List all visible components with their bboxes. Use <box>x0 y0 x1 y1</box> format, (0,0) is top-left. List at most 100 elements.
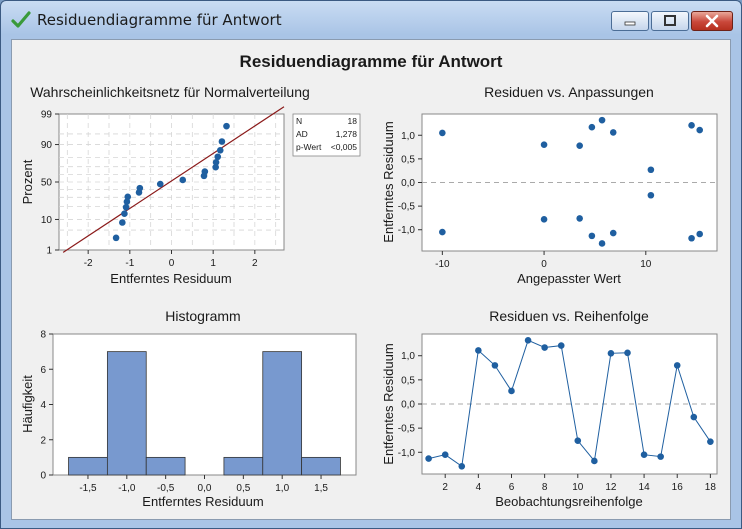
window-title: Residuendiagramme für Antwort <box>37 11 282 29</box>
x-tick-label: 0 <box>541 259 547 270</box>
x-tick-label: 0 <box>169 258 175 269</box>
y-tick-label: 0 <box>40 471 46 482</box>
order-plot-xlabel: Beobachtungsreihenfolge <box>495 494 642 509</box>
y-tick-label: 8 <box>40 330 46 341</box>
fits-plot-xlabel: Angepasster Wert <box>517 271 621 286</box>
x-tick-label: 1 <box>210 258 216 269</box>
data-point <box>707 438 714 445</box>
data-point <box>212 158 220 166</box>
maximize-icon <box>664 15 676 26</box>
normal-plot-title: Wahrscheinlichkeitsnetz für Normalvertei… <box>30 84 310 100</box>
x-tick-label: -1,0 <box>118 483 136 494</box>
data-point <box>688 234 695 242</box>
main-title: Residuendiagramme für Antwort <box>240 52 503 71</box>
y-tick-label: 10 <box>41 215 53 226</box>
data-point <box>647 166 655 174</box>
data-point <box>119 219 126 226</box>
stats-box: N 18 AD 1,278 p-Wert <0,005 <box>292 113 361 157</box>
data-point <box>218 138 226 145</box>
y-tick-label: -1,0 <box>398 225 416 236</box>
y-tick-label: 6 <box>40 365 46 376</box>
histogram-bar <box>106 351 147 476</box>
histogram-frame <box>52 333 357 476</box>
data-point <box>696 230 704 238</box>
residual-plots-figure: Residuendiagramme für Antwort Wahrschein… <box>20 52 718 509</box>
y-tick-label: 0,0 <box>401 178 415 189</box>
data-point <box>441 451 449 458</box>
data-point <box>657 453 664 460</box>
data-point <box>223 122 230 130</box>
close-button[interactable] <box>691 11 733 31</box>
data-point <box>690 413 698 421</box>
data-point <box>179 176 187 184</box>
data-point <box>624 349 631 357</box>
histogram-bar <box>145 456 186 476</box>
normal-plot-xlabel: Entferntes Residuum <box>110 271 231 286</box>
data-point <box>458 462 466 470</box>
x-tick-label: -1,5 <box>79 483 97 494</box>
data-point <box>216 146 224 154</box>
series-line <box>428 339 711 468</box>
x-tick-label: 10 <box>572 482 584 493</box>
x-tick-label: 0,5 <box>236 483 250 494</box>
histogram-bar <box>301 456 341 476</box>
stat-ad-value: 1,278 <box>336 129 358 139</box>
data-point <box>491 362 499 369</box>
title-bar[interactable]: Residuendiagramme für Antwort <box>1 1 741 37</box>
data-point <box>540 216 548 223</box>
normal-plot-ylabel: Prozent <box>20 159 35 204</box>
x-tick-label: 2 <box>442 482 448 493</box>
data-point <box>524 336 532 344</box>
fits-plot-ylabel: Entferntes Residuum <box>381 121 396 242</box>
data-point <box>640 451 648 458</box>
data-point <box>508 387 515 395</box>
data-point <box>136 184 144 192</box>
data-point <box>439 228 446 236</box>
close-icon <box>705 14 719 28</box>
data-point <box>696 126 704 134</box>
checkmark-icon <box>11 11 31 28</box>
histogram-bar <box>223 456 264 476</box>
data-point <box>425 455 432 462</box>
data-point <box>576 215 583 222</box>
data-point <box>607 350 615 357</box>
y-tick-label: 0,5 <box>401 154 415 165</box>
histogram-bar <box>68 456 108 476</box>
data-point <box>588 123 596 131</box>
x-tick-label: 8 <box>542 482 548 493</box>
x-tick-label: 16 <box>672 482 684 493</box>
chart-area: Residuendiagramme für Antwort Wahrschein… <box>11 39 731 520</box>
y-tick-label: 90 <box>41 140 53 151</box>
data-point <box>598 116 606 124</box>
data-point <box>576 142 583 149</box>
data-point <box>112 234 120 242</box>
x-tick-label: -0,5 <box>157 483 175 494</box>
histogram-ylabel: Häufigkeit <box>20 375 35 433</box>
minimize-button[interactable] <box>611 11 649 31</box>
y-tick-label: 1 <box>46 246 52 257</box>
data-point <box>214 153 222 161</box>
data-point <box>124 193 132 201</box>
y-tick-label: -0,5 <box>398 202 416 213</box>
x-tick-label: 0,0 <box>198 483 212 494</box>
data-point <box>122 203 130 211</box>
maximize-button[interactable] <box>651 11 689 31</box>
data-point <box>647 191 655 199</box>
data-point <box>588 232 596 240</box>
x-tick-label: 4 <box>476 482 482 493</box>
x-tick-label: -2 <box>84 258 93 269</box>
x-tick-label: 18 <box>705 482 717 493</box>
order-plot-title: Residuen vs. Reihenfolge <box>489 308 649 324</box>
data-point <box>121 210 128 218</box>
data-point <box>123 198 131 206</box>
data-point <box>688 122 695 129</box>
stat-n-value: 18 <box>348 116 358 126</box>
stat-p-value: <0,005 <box>331 142 358 152</box>
data-point <box>541 344 548 351</box>
data-point <box>201 168 209 175</box>
y-tick-label: 2 <box>40 435 46 446</box>
stat-n-label: N <box>296 116 302 126</box>
minimize-icon <box>624 21 636 26</box>
histogram-plot: Histogramm 0 2 4 6 8 -1,5 -1,0 -0,5 0,0 0,5 1,0 1,5… <box>20 308 357 509</box>
x-tick-label: -1 <box>125 258 134 269</box>
